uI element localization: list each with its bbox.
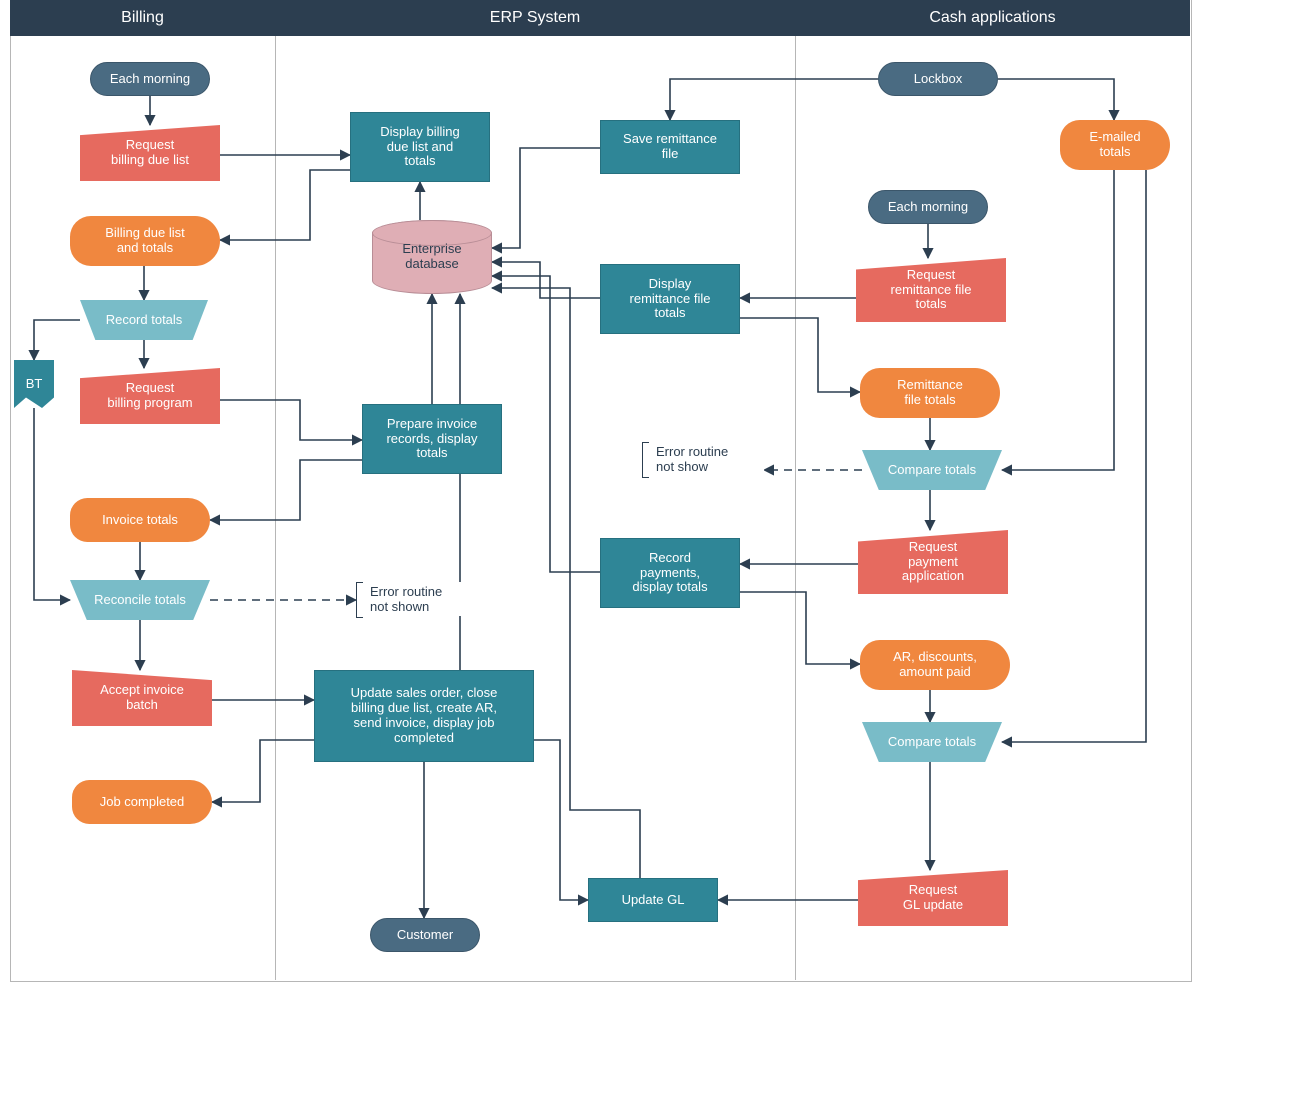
lane-label: Billing (121, 9, 164, 27)
node-label: Requestbilling program (107, 381, 192, 411)
node-label: Update sales order, closebilling due lis… (351, 686, 498, 746)
node-label: Recordpayments,display totals (632, 551, 707, 596)
lane-divider (275, 36, 276, 980)
lane-header-cash: Cash applications (795, 0, 1191, 36)
note-error-billing: Error routinenot shown (366, 582, 480, 616)
node-label: Each morning (888, 200, 968, 215)
node-save-remittance: Save remittancefile (600, 120, 740, 174)
node-label: Reconcile totals (94, 593, 186, 608)
node-display-remittance: Displayremittance filetotals (600, 264, 740, 334)
lane-label: Cash applications (929, 9, 1055, 27)
note-error-cash: Error routinenot show (652, 442, 764, 476)
node-label: Customer (397, 928, 453, 943)
lane-divider (795, 36, 796, 980)
node-label: Remittancefile totals (897, 378, 963, 408)
node-label: Lockbox (914, 72, 962, 87)
node-label: Invoice totals (102, 513, 178, 528)
node-label: Job completed (100, 795, 185, 810)
node-label: Prepare invoicerecords, displaytotals (386, 417, 477, 462)
node-label: Requestpaymentapplication (902, 540, 964, 585)
node-billing-due-display: Billing due listand totals (70, 216, 220, 266)
node-each-morning-billing: Each morning (90, 62, 210, 96)
node-label: Record totals (106, 313, 183, 328)
node-prepare-invoice: Prepare invoicerecords, displaytotals (362, 404, 502, 474)
note-bracket (642, 442, 649, 478)
node-label: AR, discounts,amount paid (893, 650, 977, 680)
node-label: Update GL (622, 893, 685, 908)
lane-label: ERP System (490, 9, 580, 27)
node-customer: Customer (370, 918, 480, 952)
node-job-completed: Job completed (72, 780, 212, 824)
node-ar-discounts: AR, discounts,amount paid (860, 640, 1010, 690)
node-bt-flag: BT (14, 360, 54, 408)
node-each-morning-cash: Each morning (868, 190, 988, 224)
lane-header-erp: ERP System (275, 0, 796, 36)
node-compare-totals-2: Compare totals (862, 722, 1002, 762)
node-lockbox: Lockbox (878, 62, 998, 96)
node-label: Billing due listand totals (105, 226, 185, 256)
note-text: Error routinenot show (656, 444, 728, 474)
node-compare-totals-1: Compare totals (862, 450, 1002, 490)
node-label: BT (26, 377, 43, 392)
node-label: Displayremittance filetotals (630, 277, 711, 322)
node-label: E-mailedtotals (1089, 130, 1140, 160)
node-record-payments: Recordpayments,display totals (600, 538, 740, 608)
flowchart-canvas: Billing ERP System Cash applications Eac… (0, 0, 1200, 1000)
node-label: Each morning (110, 72, 190, 87)
node-label: Save remittancefile (623, 132, 717, 162)
node-emailed-totals: E-mailedtotals (1060, 120, 1170, 170)
note-bracket (356, 582, 363, 618)
node-update-sales-order: Update sales order, closebilling due lis… (314, 670, 534, 762)
node-label: Compare totals (888, 463, 976, 478)
node-record-totals: Record totals (80, 300, 208, 340)
node-remittance-totals: Remittancefile totals (860, 368, 1000, 418)
node-update-gl: Update GL (588, 878, 718, 922)
node-label: Requestremittance filetotals (891, 268, 972, 313)
node-invoice-totals: Invoice totals (70, 498, 210, 542)
node-reconcile-totals: Reconcile totals (70, 580, 210, 620)
lane-header-billing: Billing (10, 0, 276, 36)
node-label: Accept invoicebatch (100, 683, 184, 713)
node-label: Requestbilling due list (111, 138, 189, 168)
node-label: Display billingdue list andtotals (380, 125, 459, 170)
node-label: Enterprisedatabase (402, 242, 461, 272)
node-label: Compare totals (888, 735, 976, 750)
node-enterprise-database: Enterprisedatabase (372, 220, 492, 294)
node-label: RequestGL update (903, 883, 963, 913)
node-display-billing: Display billingdue list andtotals (350, 112, 490, 182)
note-text: Error routinenot shown (370, 584, 442, 614)
